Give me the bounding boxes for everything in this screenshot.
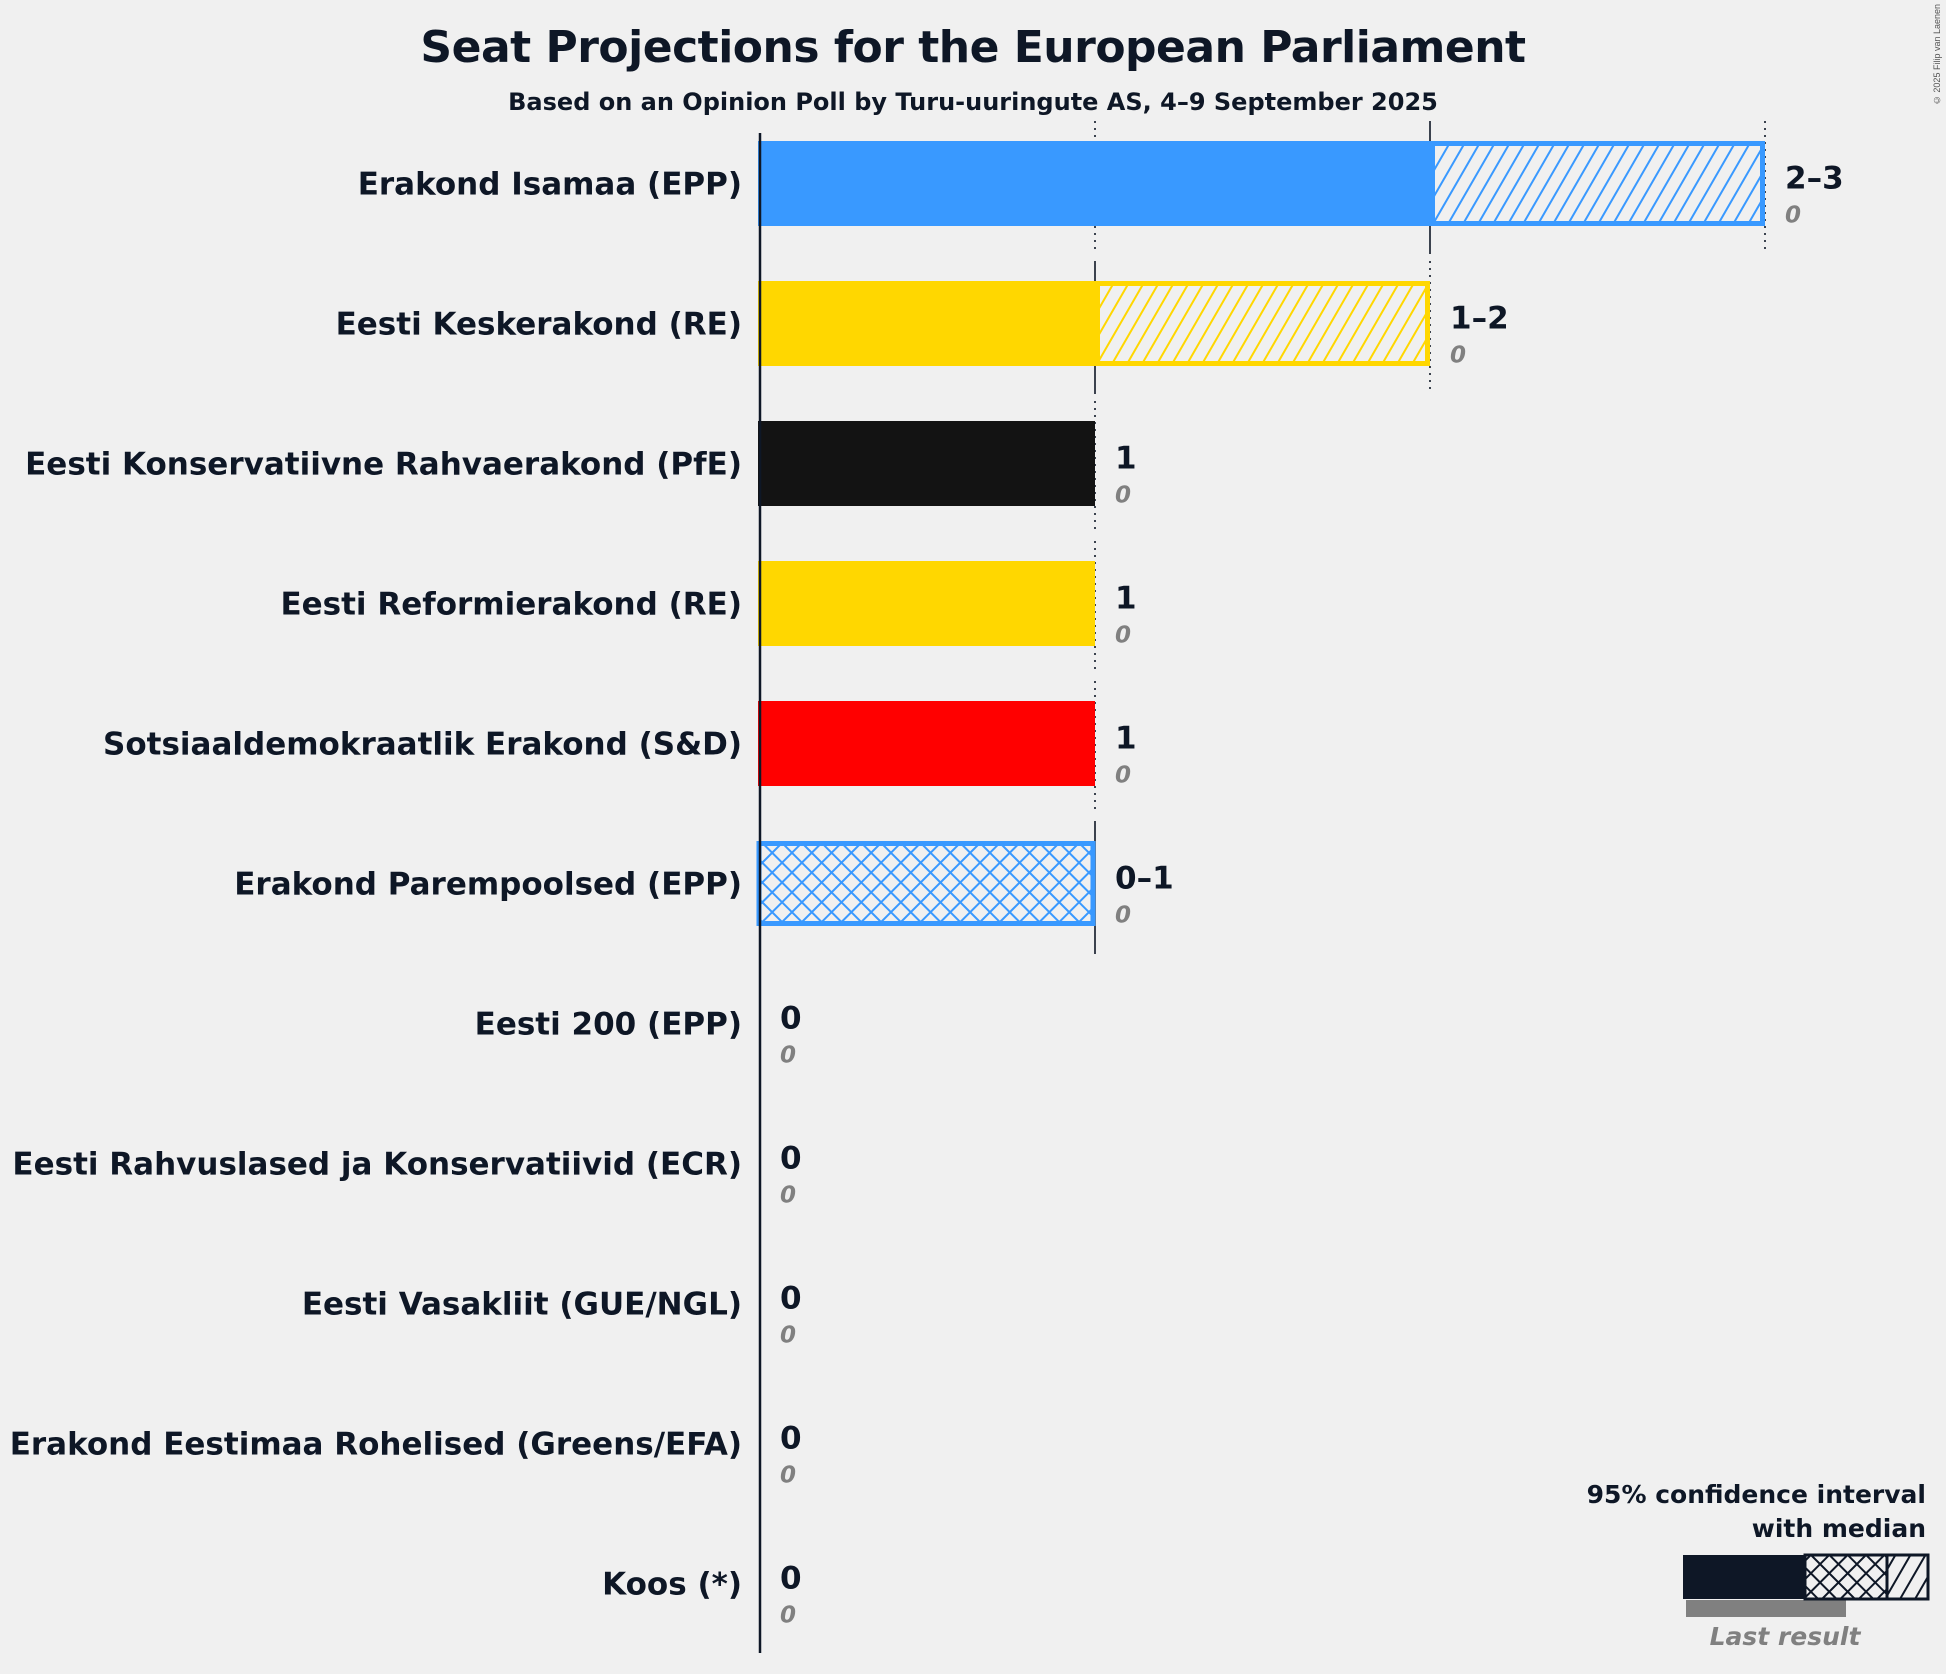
bar-solid-segment — [758, 281, 1095, 366]
party-label: Eesti Keskerakond (RE) — [336, 307, 742, 343]
seat-range-label: 0 — [780, 1561, 802, 1597]
party-row — [758, 561, 1095, 646]
last-result-label: 0 — [1450, 343, 1466, 369]
party-row — [758, 141, 1765, 226]
seat-range-label: 1 — [1115, 581, 1137, 617]
seat-range-label: 1 — [1115, 721, 1137, 757]
legend-crosshatch-segment — [1803, 1553, 1889, 1601]
legend-solid-segment — [1683, 1555, 1805, 1599]
last-result-label: 0 — [780, 1043, 796, 1069]
party-row — [758, 281, 1430, 366]
bar-diagonal-hatch-segment — [1430, 141, 1765, 226]
chart-title: Seat Projections for the European Parlia… — [420, 22, 1526, 73]
legend-diagonal-segment — [1885, 1553, 1930, 1601]
legend: 95% confidence interval with median Last… — [1587, 1480, 1930, 1651]
party-label: Eesti 200 (EPP) — [475, 1007, 742, 1043]
legend-title-line2: with median — [1752, 1514, 1926, 1543]
party-label: Erakond Parempoolsed (EPP) — [234, 867, 742, 903]
last-result-label: 0 — [780, 1463, 796, 1489]
bar-solid-segment — [758, 141, 1430, 226]
last-result-label: 0 — [780, 1603, 796, 1629]
seat-range-label: 0 — [780, 1281, 802, 1317]
chart-subtitle: Based on an Opinion Poll by Turu-uuringu… — [508, 88, 1438, 116]
legend-last-result-bar — [1686, 1600, 1846, 1617]
party-row — [758, 421, 1095, 506]
seat-range-label: 0 — [780, 1141, 802, 1177]
bar-solid-segment — [758, 561, 1095, 646]
party-label: Eesti Rahvuslased ja Konservatiivid (ECR… — [12, 1147, 742, 1183]
last-result-label: 0 — [780, 1183, 796, 1209]
legend-last-result-label: Last result — [1710, 1622, 1862, 1651]
party-label: Erakond Eestimaa Rohelised (Greens/EFA) — [10, 1427, 742, 1463]
party-row — [758, 701, 1095, 786]
party-label: Eesti Reformierakond (RE) — [280, 587, 742, 623]
gridlines — [1094, 121, 1766, 954]
party-label: Eesti Konservatiivne Rahvaerakond (PfE) — [25, 447, 742, 483]
seat-range-label: 1–2 — [1450, 301, 1509, 337]
party-label: Sotsiaaldemokraatlik Erakond (S&D) — [103, 727, 742, 763]
bar-solid-segment — [758, 701, 1095, 786]
seat-range-label: 1 — [1115, 441, 1137, 477]
last-result-label: 0 — [1785, 203, 1801, 229]
bars — [756, 141, 1765, 926]
bar-diagonal-hatch-segment — [1095, 281, 1430, 366]
party-row — [756, 841, 1096, 926]
last-result-label: 0 — [1115, 623, 1131, 649]
bar-solid-segment — [758, 421, 1095, 506]
seat-range-label: 0–1 — [1115, 861, 1174, 897]
last-result-label: 0 — [1115, 903, 1131, 929]
party-label: Koos (*) — [602, 1567, 742, 1603]
last-result-label: 0 — [780, 1323, 796, 1349]
legend-title-line1: 95% confidence interval — [1587, 1480, 1926, 1509]
labels: Erakond Isamaa (EPP) 2–3 0 Eesti Keskerakon… — [10, 161, 1844, 1629]
party-label: Eesti Vasakliit (GUE/NGL) — [302, 1287, 742, 1323]
seat-range-label: 2–3 — [1785, 161, 1844, 197]
bar-crosshatch-segment — [756, 841, 1096, 926]
last-result-label: 0 — [1115, 763, 1131, 789]
seat-range-label: 0 — [780, 1421, 802, 1457]
seat-range-label: 0 — [780, 1001, 802, 1037]
last-result-label: 0 — [1115, 483, 1131, 509]
party-label: Erakond Isamaa (EPP) — [358, 167, 742, 203]
